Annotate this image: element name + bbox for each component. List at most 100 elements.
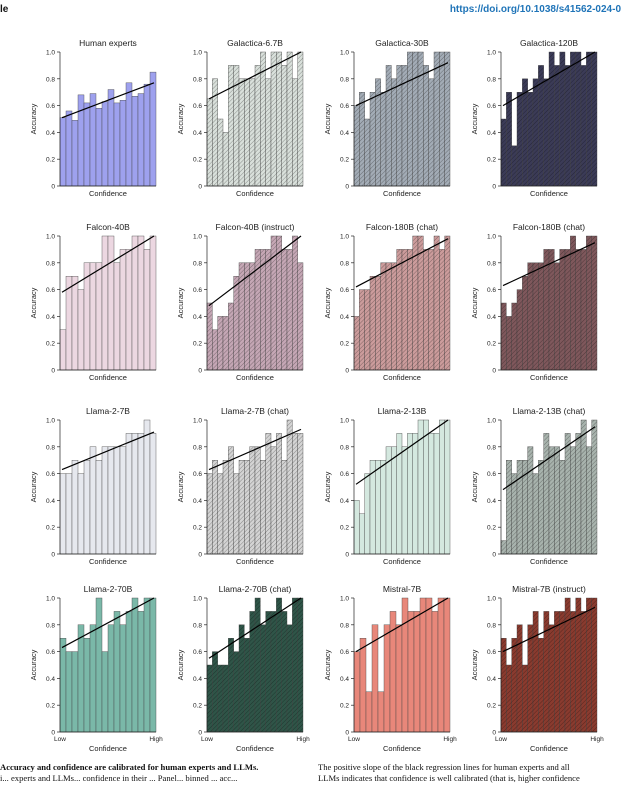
y-tick-label: 0.6: [46, 649, 55, 656]
chart-bar-hatch: [581, 420, 587, 554]
chart-bar: [65, 473, 73, 555]
chart-bar: [359, 638, 367, 733]
chart-bar-hatch: [228, 65, 234, 186]
chart-bar: [131, 96, 139, 187]
regression-line: [208, 428, 302, 471]
chart-bar-hatch: [517, 289, 523, 370]
chart-bar-hatch: [249, 611, 255, 732]
chart-bar-hatch: [538, 638, 544, 732]
chart-bar: [83, 638, 91, 733]
chart-panel: Mistral-7B 0 0.2 0.4 0.6 0.8 1.0 Low High Confide…: [323, 584, 457, 753]
y-tick-label: 0.6: [46, 471, 55, 478]
x-tick-label: Low: [201, 736, 213, 743]
chart-bar: [149, 597, 157, 733]
chart-bar: [149, 71, 157, 187]
y-tick-label: 0.4: [193, 498, 202, 505]
chart-bar-hatch: [565, 433, 571, 554]
y-tick-label: 0.8: [487, 260, 496, 267]
chart-bar-hatch: [565, 598, 571, 732]
y-tick-label: 0.8: [487, 444, 496, 451]
chart-bar-hatch: [586, 598, 592, 732]
chart-bar: [395, 624, 403, 733]
chart-bar-hatch: [439, 52, 445, 186]
y-tick-label: 0.4: [46, 314, 55, 321]
chart-bar-hatch: [591, 236, 597, 370]
chart-title: Llama-2-70B (chat): [219, 584, 292, 594]
y-tick-label: 1.0: [46, 50, 55, 57]
chart-bar-hatch: [276, 236, 282, 370]
y-tick-label: 0.8: [340, 76, 349, 83]
y-axis-label: Accuracy: [470, 471, 479, 502]
chart-bar-hatch: [591, 52, 597, 186]
chart-bar-hatch: [276, 52, 282, 186]
chart-bar-hatch: [265, 611, 271, 732]
chart-bar-hatch: [391, 78, 397, 186]
y-tick-label: 0.6: [340, 103, 349, 110]
chart-bar: [423, 419, 429, 555]
chart-bar: [131, 597, 139, 733]
chart-bar-hatch: [223, 665, 229, 732]
chart-bar-hatch: [418, 236, 424, 370]
chart-bar-hatch: [559, 249, 565, 370]
chart-title: Falcon-180B (chat): [513, 222, 585, 232]
chart-bar-hatch: [538, 262, 544, 370]
chart-bar-hatch: [575, 598, 581, 732]
chart-bar-hatch: [364, 289, 370, 370]
y-tick-label: 0.6: [340, 287, 349, 294]
y-tick-label: 0.2: [487, 341, 496, 348]
y-tick-label: 0: [492, 184, 496, 191]
chart-bar: [439, 419, 445, 555]
chart-bar-hatch: [428, 78, 434, 186]
regression-line: [61, 82, 155, 119]
chart-bar-hatch: [297, 433, 303, 554]
chart-bar: [107, 446, 115, 555]
chart-bar: [412, 433, 419, 555]
chart-bar-hatch: [233, 276, 239, 370]
y-tick-label: 0: [198, 552, 202, 559]
regression-line: [355, 238, 449, 288]
chart-bar-hatch: [249, 262, 255, 370]
y-axis-label: Accuracy: [470, 649, 479, 680]
chart-bar: [119, 249, 127, 371]
chart-title: Falcon-40B: [86, 222, 130, 232]
chart-bar-hatch: [271, 611, 277, 732]
chart-bar-hatch: [249, 78, 255, 186]
y-tick-label: 0.8: [193, 444, 202, 451]
chart-bar: [101, 235, 109, 371]
chart-bar-hatch: [533, 78, 539, 186]
chart-bar-hatch: [207, 303, 213, 370]
chart-bar-hatch: [575, 433, 581, 554]
y-tick-label: 0.2: [193, 341, 202, 348]
chart-panel: Llama-2-7B 0 0.2 0.4 0.6 0.8 1.0 Confidence Accu…: [29, 406, 157, 566]
chart-bar: [149, 433, 157, 555]
y-tick-label: 0.6: [487, 287, 496, 294]
regression-line: [208, 235, 302, 307]
chart-bar: [401, 597, 409, 733]
chart-bar-hatch: [223, 132, 229, 186]
chart-bar-hatch: [412, 236, 418, 370]
chart-bar: [89, 624, 97, 733]
chart-bar-hatch: [412, 52, 418, 186]
chart-bar-hatch: [439, 249, 445, 370]
y-tick-label: 1.0: [487, 418, 496, 425]
regression-line: [208, 51, 302, 100]
chart-bar-hatch: [386, 65, 392, 186]
y-axis-label: Accuracy: [323, 287, 332, 318]
chart-bar: [113, 262, 121, 371]
chart-bar-hatch: [255, 65, 261, 186]
chart-bar-hatch: [522, 665, 528, 732]
chart-bar-hatch: [228, 446, 234, 554]
chart-panel: Human experts 0 0.2 0.4 0.6 0.8 1.0 Confidence A…: [29, 38, 157, 198]
doi-link[interactable]: https://doi.org/10.1038/s41562-024-0: [449, 4, 621, 15]
chart-bar-hatch: [570, 611, 576, 732]
chart-bar-hatch: [549, 52, 555, 186]
chart-bar-hatch: [281, 65, 287, 186]
y-tick-label: 0.4: [46, 676, 55, 683]
y-tick-label: 0: [51, 184, 55, 191]
x-axis-label: Confidence: [89, 557, 127, 566]
chart-bar-hatch: [244, 638, 250, 732]
y-tick-label: 0.6: [340, 649, 349, 656]
chart-bar-hatch: [533, 262, 539, 370]
chart-bar-hatch: [522, 78, 528, 186]
chart-bar: [375, 460, 381, 555]
